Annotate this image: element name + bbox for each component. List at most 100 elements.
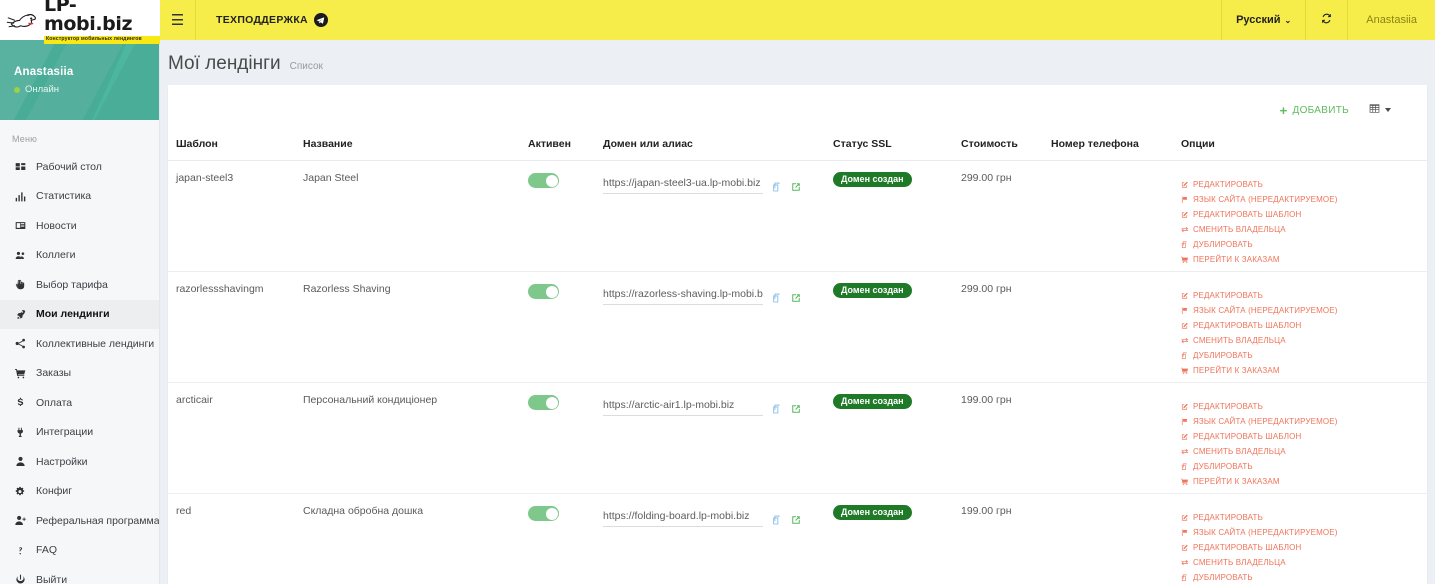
sidebar-item-2[interactable]: Статистика [0,182,159,212]
option-link-label: РЕДАКТИРОВАТЬ [1193,180,1263,189]
option-link-label: ЯЗЫК САЙТА (НЕРЕДАКТИРУЕМОЕ) [1193,195,1338,204]
column-header-options[interactable]: Опции [1181,132,1427,161]
domain-input[interactable] [603,174,763,194]
sidebar-item-5[interactable]: Выбор тарифа [0,270,159,300]
landings-table: Шаблон Название Активен Домен или алиас … [168,132,1427,584]
flying-dog-logo-icon [6,6,42,34]
cell-active [528,160,603,272]
column-header-template[interactable]: Шаблон [168,132,303,161]
plug-icon [14,427,27,438]
caret-down-icon [1385,108,1391,112]
sidebar-item-14[interactable]: FAQ [0,536,159,566]
rocket-icon [14,309,27,320]
exchange-icon [1181,448,1189,456]
copy-icon[interactable] [772,404,782,414]
option-link-1[interactable]: РЕДАКТИРОВАТЬ [1181,403,1427,411]
option-link-2[interactable]: ЯЗЫК САЙТА (НЕРЕДАКТИРУЕМОЕ) [1181,418,1427,426]
column-header-ssl[interactable]: Статус SSL [833,132,961,161]
option-link-6[interactable]: ПЕРЕЙТИ К ЗАКАЗАМ [1181,367,1427,375]
external-link-icon[interactable] [791,404,801,414]
sidebar-item-4[interactable]: Коллеги [0,241,159,271]
option-link-label: СМЕНИТЬ ВЛАДЕЛЬЦА [1193,225,1286,234]
option-link-label: ПЕРЕЙТИ К ЗАКАЗАМ [1193,366,1280,375]
option-link-6[interactable]: ПЕРЕЙТИ К ЗАКАЗАМ [1181,256,1427,264]
language-selector[interactable]: Русский ⌄ [1221,0,1307,40]
sidebar-item-15[interactable]: Выйти [0,565,159,584]
plus-icon: + [1279,102,1288,118]
sidebar-item-9[interactable]: Оплата [0,388,159,418]
refresh-button[interactable] [1306,0,1349,40]
external-link-icon[interactable] [791,182,801,192]
option-link-6[interactable]: ПЕРЕЙТИ К ЗАКАЗАМ [1181,478,1427,486]
active-toggle[interactable] [528,395,559,410]
option-link-label: ДУБЛИРОВАТЬ [1193,573,1253,582]
sidebar-item-8[interactable]: Заказы [0,359,159,389]
sidebar-item-1[interactable]: Рабочий стол [0,152,159,182]
sidebar-menu: Рабочий стол Статистика Новости Коллеги Выбо… [0,152,159,584]
option-link-1[interactable]: РЕДАКТИРОВАТЬ [1181,292,1427,300]
exchange-icon [1181,226,1189,234]
domain-input[interactable] [603,285,763,305]
option-link-4[interactable]: СМЕНИТЬ ВЛАДЕЛЬЦА [1181,337,1427,345]
active-toggle[interactable] [528,506,559,521]
sidebar-item-10[interactable]: Интеграции [0,418,159,448]
option-link-3[interactable]: РЕДАКТИРОВАТЬ ШАБЛОН [1181,322,1427,330]
option-link-3[interactable]: РЕДАКТИРОВАТЬ ШАБЛОН [1181,433,1427,441]
sidebar-item-7[interactable]: Коллективные лендинги [0,329,159,359]
column-header-price[interactable]: Стоимость [961,132,1051,161]
domain-input[interactable] [603,396,763,416]
sidebar-item-6[interactable]: Мои лендинги [0,299,159,329]
sidebar-item-13[interactable]: Реферальная программа [0,506,159,536]
option-link-label: СМЕНИТЬ ВЛАДЕЛЬЦА [1193,447,1286,456]
option-link-2[interactable]: ЯЗЫК САЙТА (НЕРЕДАКТИРУЕМОЕ) [1181,529,1427,537]
domain-input[interactable] [603,507,763,527]
column-header-name[interactable]: Название [303,132,528,161]
column-header-domain[interactable]: Домен или алиас [603,132,833,161]
option-link-4[interactable]: СМЕНИТЬ ВЛАДЕЛЬЦА [1181,226,1427,234]
column-header-phone[interactable]: Номер телефона [1051,132,1181,161]
page-title: Мої лендінги [168,53,281,74]
option-link-3[interactable]: РЕДАКТИРОВАТЬ ШАБЛОН [1181,544,1427,552]
table-columns-icon [1369,101,1380,119]
copy-icon[interactable] [772,515,782,525]
active-toggle[interactable] [528,284,559,299]
sidebar-item-12[interactable]: Конфиг [0,477,159,507]
cell-phone [1051,382,1181,494]
copy-icon[interactable] [772,182,782,192]
option-link-1[interactable]: РЕДАКТИРОВАТЬ [1181,181,1427,189]
app-logo[interactable]: LP-mobi.biz Конструктор мобильных лендин… [0,0,160,44]
option-link-1[interactable]: РЕДАКТИРОВАТЬ [1181,514,1427,522]
column-chooser-button[interactable] [1369,101,1391,119]
option-link-4[interactable]: СМЕНИТЬ ВЛАДЕЛЬЦА [1181,448,1427,456]
option-link-5[interactable]: ДУБЛИРОВАТЬ [1181,574,1427,582]
option-link-4[interactable]: СМЕНИТЬ ВЛАДЕЛЬЦА [1181,559,1427,567]
option-link-2[interactable]: ЯЗЫК САЙТА (НЕРЕДАКТИРУЕМОЕ) [1181,196,1427,204]
status-badge: Домен создан [833,505,912,520]
option-link-5[interactable]: ДУБЛИРОВАТЬ [1181,352,1427,360]
column-header-active[interactable]: Активен [528,132,603,161]
sidebar-item-label: Конфиг [36,485,73,498]
hamburger-menu-icon[interactable]: ☰ [160,0,196,40]
cell-options: РЕДАКТИРОВАТЬ ЯЗЫК САЙТА (НЕРЕДАКТИРУЕМОЕ… [1181,271,1427,383]
toggle-knob [545,174,558,187]
active-toggle[interactable] [528,173,559,188]
external-link-icon[interactable] [791,515,801,525]
user-menu[interactable]: Anastasiia [1348,0,1435,40]
copy-icon[interactable] [772,293,782,303]
cell-active [528,271,603,383]
option-link-label: СМЕНИТЬ ВЛАДЕЛЬЦА [1193,558,1286,567]
sidebar-item-label: Мои лендинги [36,308,110,321]
external-link-icon[interactable] [791,293,801,303]
support-link[interactable]: ТЕХПОДДЕРЖКА [196,0,342,40]
option-link-5[interactable]: ДУБЛИРОВАТЬ [1181,241,1427,249]
sidebar-item-11[interactable]: Настройки [0,447,159,477]
option-link-label: ПЕРЕЙТИ К ЗАКАЗАМ [1193,255,1280,264]
option-link-3[interactable]: РЕДАКТИРОВАТЬ ШАБЛОН [1181,211,1427,219]
sidebar-item-3[interactable]: Новости [0,211,159,241]
option-link-5[interactable]: ДУБЛИРОВАТЬ [1181,463,1427,471]
cell-ssl: Домен создан [833,493,961,584]
add-landing-button[interactable]: + ДОБАВИТЬ [1280,104,1349,117]
cell-domain [603,160,833,272]
option-link-2[interactable]: ЯЗЫК САЙТА (НЕРЕДАКТИРУЕМОЕ) [1181,307,1427,315]
option-link-label: РЕДАКТИРОВАТЬ [1193,402,1263,411]
